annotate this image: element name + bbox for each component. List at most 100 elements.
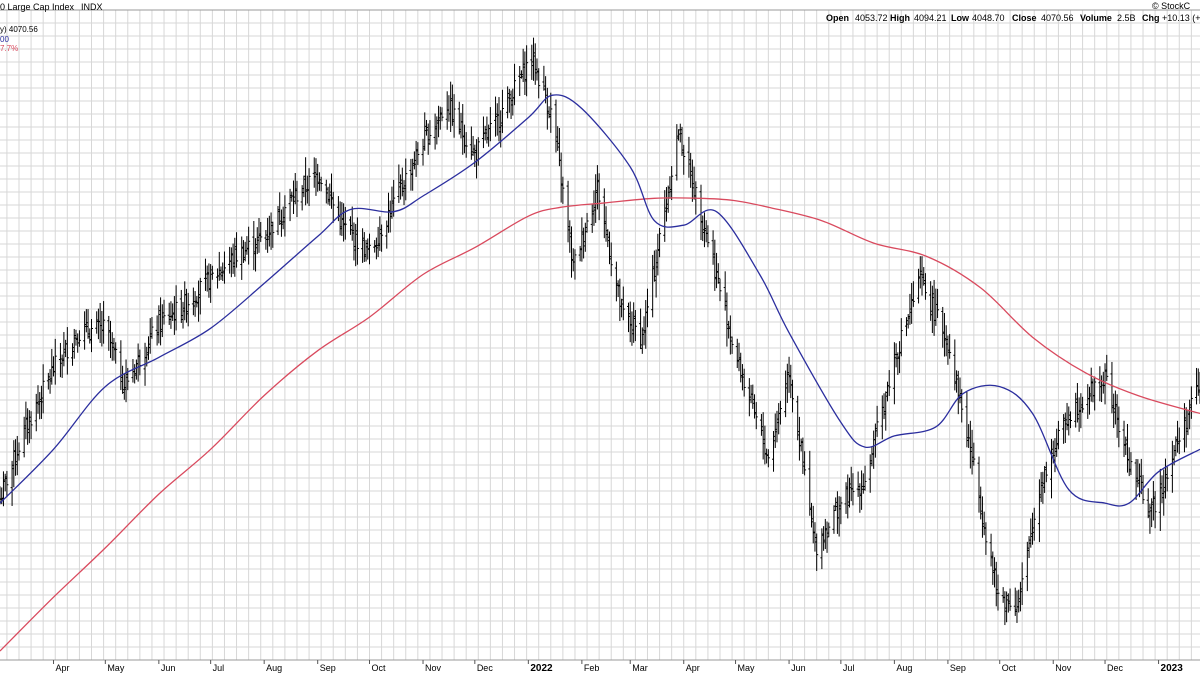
price-bar [367,233,371,265]
x-tick-label: Dec [1107,663,1124,673]
price-bar [271,221,275,248]
price-bar [1020,562,1024,606]
price-bar [114,342,118,364]
price-bar [162,299,166,325]
price-bar [307,168,311,207]
price-bar [815,533,819,571]
price-bar [561,176,565,204]
price-bar [682,144,686,175]
price-bar [887,370,891,397]
price-bar [210,265,214,280]
price-bar [331,191,335,223]
ma200-line [0,197,1200,652]
brand-label: © StockC [1152,1,1191,11]
price-bar [899,318,903,357]
price-bar [730,336,734,354]
x-tick-label: 2022 [530,663,553,674]
ma50-line [0,94,1200,507]
price-bar [416,142,420,166]
price-bar [90,318,94,353]
volume-value: 2.5B [1117,13,1136,23]
price-bar [911,281,915,307]
price-bar [222,251,226,284]
price-bar [778,400,782,425]
price-bar [754,402,758,430]
x-tick-label: Sep [950,663,966,673]
price-bar [500,89,504,134]
x-tick-label: Mar [632,663,648,673]
legend-price: y) 4070.56 [0,25,38,34]
x-tick-label: May [107,663,125,673]
price-bar [488,107,492,142]
price-bar [380,224,384,252]
price-bar [174,285,178,331]
price-bar [41,364,45,414]
price-bar [984,522,988,555]
price-bar [791,379,795,413]
x-tick-label: Oct [371,663,386,673]
x-tick-label: Feb [584,663,600,673]
x-tick-label: Jul [843,663,855,673]
close-label: Close [1012,13,1037,23]
x-tick-label: Jun [791,663,806,673]
price-bar [549,92,553,133]
price-bar [537,68,541,99]
price-bar [1008,588,1012,611]
price-bar [464,132,468,158]
x-axis-ticks: Apr May Jun Jul Aug Sep Oct Nov Dec 2022 Feb Mar Apr… [53,660,1183,674]
price-bar [247,226,251,265]
price-bar [235,232,239,268]
price-bar [716,263,720,284]
price-bar [295,180,299,218]
price-bar [1032,507,1036,541]
price-bar [585,212,589,233]
price-bar [150,317,154,339]
x-tick-label: Dec [477,663,494,673]
price-bar [259,221,263,242]
price-bar [573,249,577,280]
price-bar [645,288,649,328]
price-bar [392,179,396,217]
chart-title: 0 Large Cap Index [0,2,75,12]
price-bar [1165,466,1169,492]
price-bar [1056,420,1060,450]
price-bar [803,451,807,476]
price-bar [355,217,359,265]
x-tick-label: May [738,663,756,673]
price-bar [875,405,879,437]
exchange-label: INDX [81,2,103,12]
price-bar [972,442,976,466]
price-bar [1105,354,1109,381]
x-tick-label: Apr [686,663,700,673]
price-bar [452,94,456,138]
price-bar [1069,411,1073,429]
high-value: 4094.21 [914,13,947,23]
price-bar [948,333,952,359]
legend-ma200: 7.7% [0,44,18,53]
price-bar [283,195,287,237]
price-bar [440,107,444,122]
price-bar [923,273,927,300]
x-tick-label: Oct [1002,663,1017,673]
x-tick-label: Sep [320,663,336,673]
price-bar [186,292,190,327]
close-value: 4070.56 [1041,13,1074,23]
x-tick-label: Jun [161,663,176,673]
price-bar [996,574,1000,611]
price-bar [670,166,674,201]
x-tick-label: Nov [425,663,442,673]
price-bar [1189,386,1193,419]
price-bar [718,278,722,302]
price-bar [863,465,867,491]
price-bar [1177,427,1181,455]
price-bar [1044,461,1048,483]
x-tick-label: Apr [56,663,70,673]
grid [0,10,1200,660]
chg-label: Chg [1142,13,1160,23]
price-bar [658,227,662,258]
price-bar [17,442,21,461]
price-bar [513,63,517,106]
open-label: Open [826,13,849,23]
price-bar [766,449,770,468]
price-bar [621,286,625,321]
